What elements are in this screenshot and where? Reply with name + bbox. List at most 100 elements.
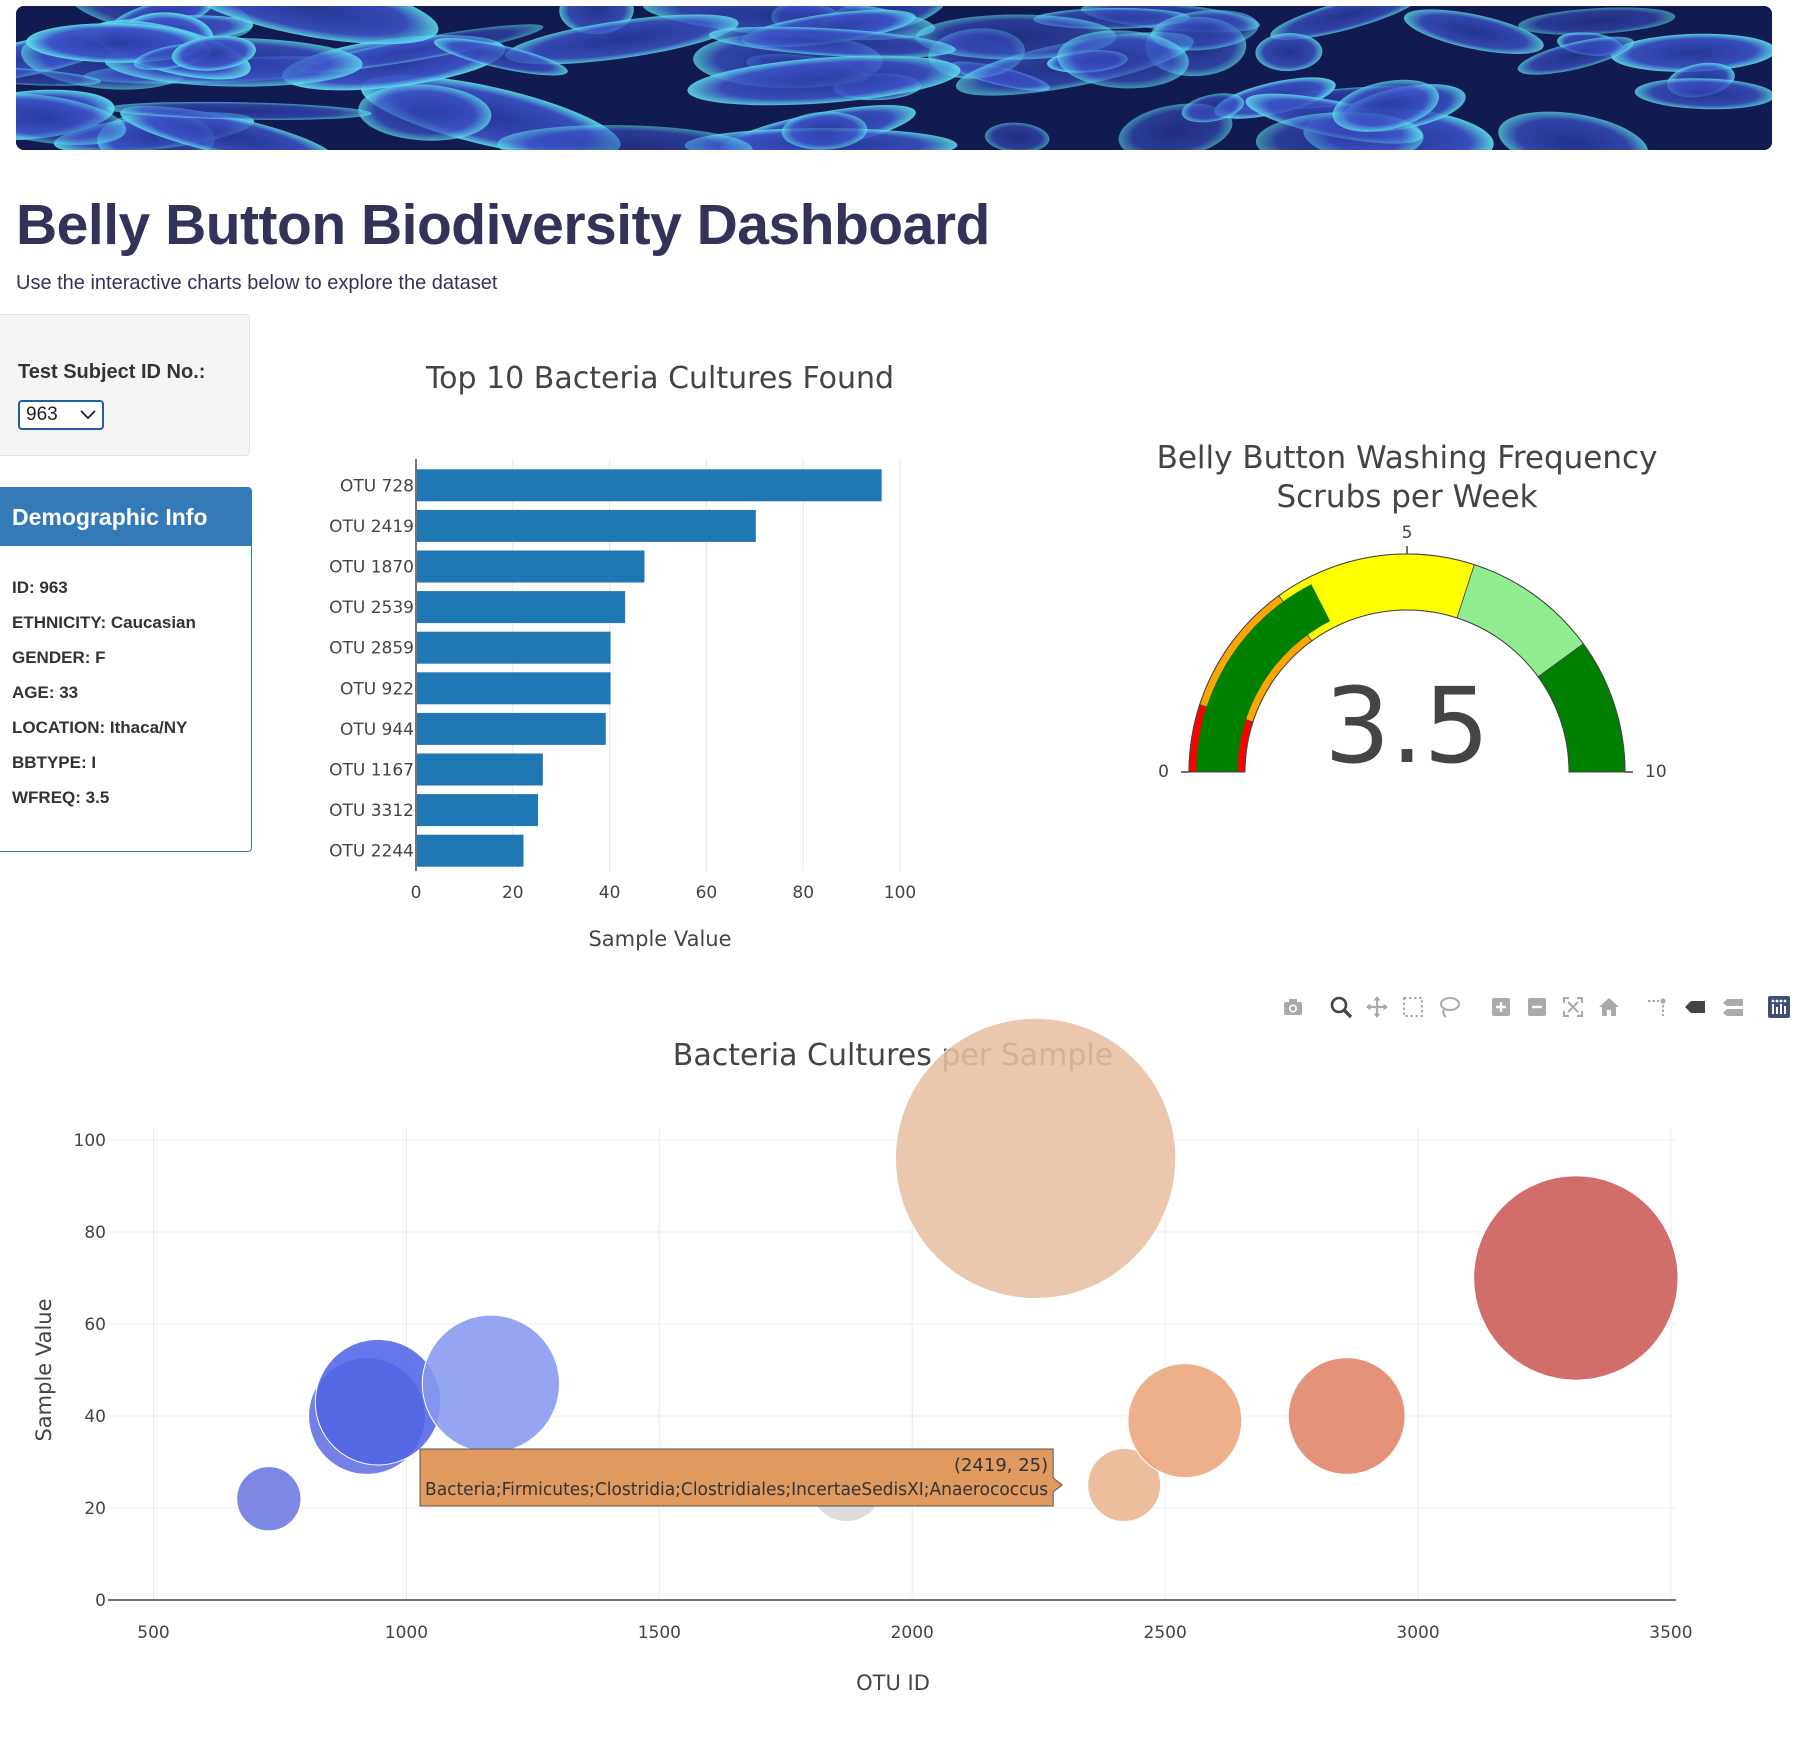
bubble-point: [1473, 1175, 1679, 1381]
bar-x-tick-label: 100: [884, 883, 916, 903]
bacteria-cell: [16, 66, 102, 86]
bar: [417, 469, 882, 502]
bar-category-label: OTU 3312: [329, 801, 414, 821]
plotly-logo-icon[interactable]: [1766, 994, 1792, 1020]
camera-icon[interactable]: [1280, 994, 1306, 1020]
bacteria-cell: [1332, 79, 1440, 132]
zoom-out-icon[interactable]: [1524, 994, 1550, 1020]
hover-closest-icon[interactable]: [1682, 994, 1708, 1020]
chevron-down-icon: [80, 410, 96, 420]
bubble-point: [314, 1338, 442, 1466]
bar-x-tick-label: 20: [502, 883, 524, 903]
bubble-x-tick-label: 2000: [891, 1623, 934, 1643]
bubble-chart: Bacteria Cultures per Sample020406080100…: [32, 1017, 1693, 1695]
bubble-y-tick-label: 60: [84, 1315, 106, 1335]
gauge-tick-label: 0: [1158, 762, 1169, 782]
gauge-outline: [1188, 553, 1626, 773]
bacteria-cell: [708, 26, 956, 58]
bar: [417, 834, 524, 867]
gauge-title: Belly Button Washing Frequency: [1157, 440, 1658, 476]
box-select-icon[interactable]: [1400, 994, 1426, 1020]
demographic-info-body: ID: 963 ETHNICITY: Caucasian GENDER: F A…: [0, 546, 251, 823]
bar-category-label: OTU 1870: [329, 558, 414, 578]
bacteria-cell: [1181, 93, 1244, 123]
reset-axes-icon[interactable]: [1596, 994, 1622, 1020]
bacteria-cell: [1057, 30, 1189, 89]
bacteria-cell: [1498, 111, 1649, 150]
bacteria-cell: [171, 35, 256, 71]
demo-gender: GENDER: F: [12, 648, 106, 667]
zoom-icon[interactable]: [1328, 994, 1354, 1020]
hover-tooltip-coords: (2419, 25): [954, 1455, 1048, 1476]
subject-selector-panel: Test Subject ID No.: 963: [0, 314, 250, 456]
bar-category-label: OTU 728: [340, 476, 414, 496]
bubble-point: [1087, 1448, 1162, 1522]
bubble-x-tick-label: 3000: [1396, 1623, 1439, 1643]
bacteria-cell: [358, 84, 492, 141]
zoom-in-icon[interactable]: [1488, 994, 1514, 1020]
bubble-x-tick-label: 2500: [1144, 1623, 1187, 1643]
bar-category-label: OTU 922: [340, 679, 414, 699]
gauge-tick-label: 5: [1402, 523, 1413, 543]
bubble-y-tick-label: 40: [84, 1407, 106, 1427]
bar: [417, 591, 626, 624]
bar-category-label: OTU 2244: [329, 842, 414, 862]
bacteria-cell: [1255, 33, 1323, 72]
bacteria-cell: [1517, 36, 1635, 75]
subject-id-dropdown[interactable]: 963: [18, 400, 104, 430]
demo-bbtype: BBTYPE: I: [12, 753, 97, 772]
demo-id: ID: 963: [12, 578, 68, 597]
bacteria-cell: [1404, 9, 1544, 54]
bubble-point: [1287, 1357, 1406, 1475]
page-subtitle: Use the interactive charts below to expl…: [16, 272, 498, 294]
bar: [417, 712, 606, 745]
bacteria-cell: [505, 14, 739, 65]
banner-image: [16, 6, 1772, 150]
bar-category-label: OTU 2539: [329, 598, 414, 618]
bar: [417, 631, 611, 664]
lasso-select-icon[interactable]: [1436, 994, 1462, 1020]
page-title: Belly Button Biodiversity Dashboard: [16, 193, 990, 257]
hover-tooltip: [419, 1448, 1063, 1507]
bacteria-cell: [16, 93, 127, 146]
bacteria-cell: [1270, 6, 1421, 40]
bar-x-tick-label: 80: [792, 883, 814, 903]
hover-compare-icon[interactable]: [1720, 994, 1746, 1020]
bar: [417, 672, 611, 705]
gauge-tick-label: 10: [1645, 762, 1667, 782]
bubble-y-tick-label: 0: [95, 1591, 106, 1611]
demo-wfreq: WFREQ: 3.5: [12, 788, 110, 807]
bacteria-cell: [107, 101, 372, 120]
gauge-value: 3.5: [1324, 665, 1489, 787]
demo-location: LOCATION: Ithaca/NY: [12, 718, 188, 737]
bacteria-cell: [687, 55, 961, 106]
bubble-point: [236, 1466, 302, 1532]
bar-x-tick-label: 40: [599, 883, 621, 903]
bar-x-tick-label: 0: [411, 883, 422, 903]
demographic-info-panel: Demographic Info ID: 963 ETHNICITY: Cauc…: [0, 487, 252, 852]
bacteria-cell: [781, 111, 868, 150]
bar: [417, 794, 538, 827]
bacteria-cell: [497, 125, 753, 150]
bar: [417, 509, 756, 542]
spike-lines-icon[interactable]: [1644, 994, 1670, 1020]
bacteria-cell: [180, 6, 439, 45]
bubble-y-axis-label: Sample Value: [32, 1298, 56, 1441]
bar-chart-title: Top 10 Bacteria Cultures Found: [425, 361, 894, 396]
bar-category-label: OTU 944: [340, 720, 414, 740]
bacteria-cell: [1150, 10, 1259, 51]
bubble-y-tick-label: 100: [74, 1131, 106, 1151]
bacteria-cell: [1610, 33, 1772, 72]
demographic-info-title: Demographic Info: [0, 488, 251, 546]
bubble-x-tick-label: 1000: [385, 1623, 428, 1643]
gauge-subtitle: Scrubs per Week: [1276, 479, 1537, 515]
bubble-y-tick-label: 20: [84, 1499, 106, 1519]
subject-select-label: Test Subject ID No.:: [18, 361, 206, 383]
pan-icon[interactable]: [1364, 994, 1390, 1020]
bacteria-cell: [1518, 7, 1676, 35]
bar-category-label: OTU 2419: [329, 517, 414, 537]
demo-ethnicity: ETHNICITY: Caucasian: [12, 613, 196, 632]
hover-tooltip-label: Bacteria;Firmicutes;Clostridia;Clostridi…: [425, 1479, 1048, 1500]
autoscale-icon[interactable]: [1560, 994, 1586, 1020]
